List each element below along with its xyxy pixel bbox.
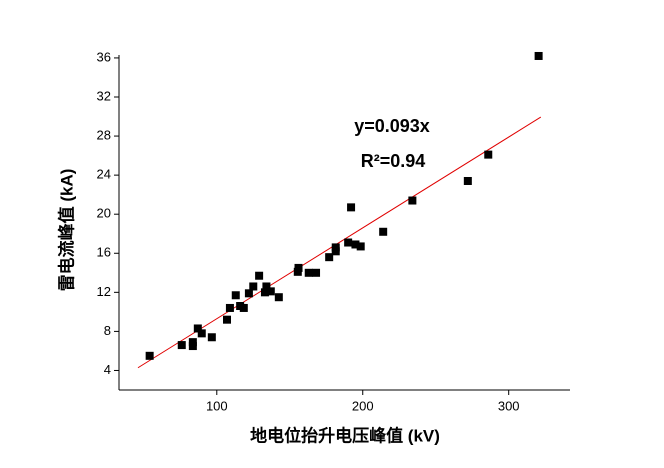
y-tick-label: 32 — [97, 88, 111, 103]
data-point — [266, 287, 275, 296]
y-tick-label: 36 — [97, 49, 111, 64]
data-point — [294, 263, 303, 272]
data-point — [177, 341, 186, 350]
y-tick-label: 16 — [97, 245, 111, 260]
data-point — [379, 227, 388, 236]
data-point — [534, 51, 543, 60]
r2-label: R²=0.94 — [361, 151, 426, 171]
y-tick-label: 4 — [104, 362, 111, 377]
fit-equation: y=0.093x — [354, 116, 430, 136]
data-point — [197, 329, 206, 338]
y-axis-label: 雷电流峰值 (kA) — [56, 169, 76, 292]
data-point — [260, 288, 269, 297]
data-point — [239, 303, 248, 312]
data-point — [304, 268, 313, 277]
data-point — [463, 176, 472, 185]
data-point — [207, 333, 216, 342]
data-point — [325, 253, 334, 262]
data-point — [274, 293, 283, 302]
data-point — [484, 150, 493, 159]
data-point — [408, 196, 417, 205]
data-point — [244, 289, 253, 298]
data-point — [255, 271, 264, 280]
data-point — [262, 282, 271, 291]
x-tick-label: 200 — [352, 398, 374, 413]
data-point — [188, 338, 197, 347]
data-point — [193, 324, 202, 333]
data-point — [225, 303, 234, 312]
data-point — [356, 242, 365, 251]
data-point — [344, 238, 353, 247]
data-point — [249, 282, 258, 291]
y-tick-label: 28 — [97, 128, 111, 143]
data-point — [351, 240, 360, 249]
x-tick-label: 100 — [206, 398, 228, 413]
x-axis-label: 地电位抬升电压峰值 (kV) — [250, 425, 440, 445]
data-point — [331, 243, 340, 252]
y-tick-label: 12 — [97, 284, 111, 299]
data-point — [347, 203, 356, 212]
fit-line — [137, 116, 542, 369]
y-tick-label: 20 — [97, 206, 111, 221]
x-tick-label: 300 — [498, 398, 520, 413]
data-point — [223, 315, 232, 324]
y-tick-label: 24 — [97, 167, 111, 182]
data-point — [312, 268, 321, 277]
y-tick-label: 8 — [104, 323, 111, 338]
data-point — [145, 351, 154, 360]
data-point — [231, 291, 240, 300]
